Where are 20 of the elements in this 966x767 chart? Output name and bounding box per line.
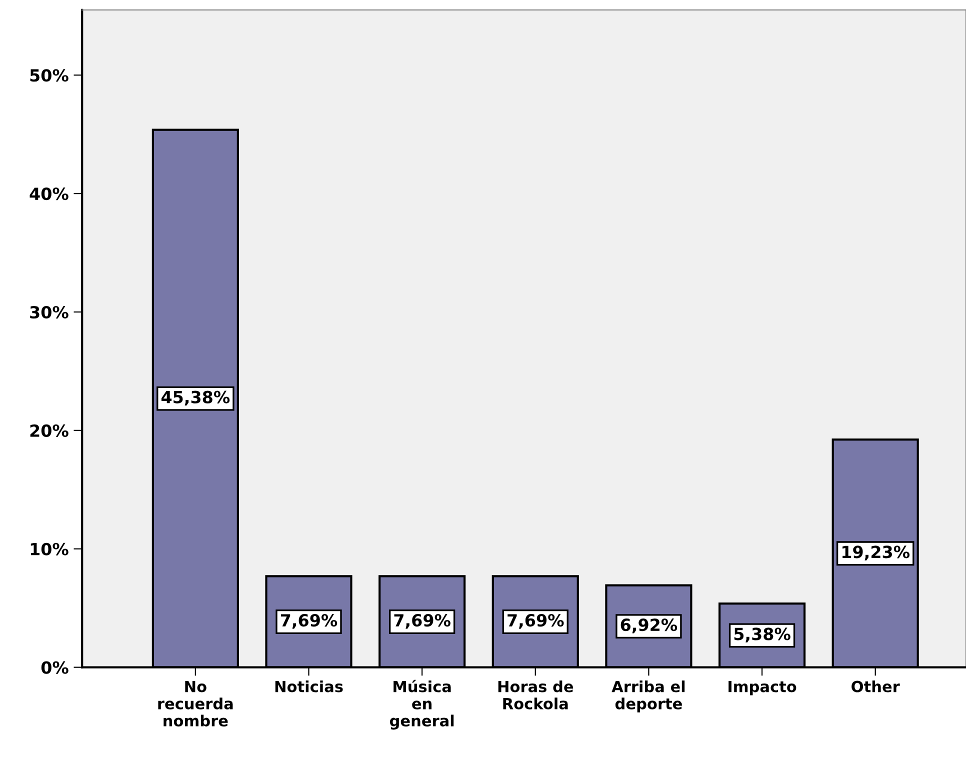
y-tick-label: 30% (30, 306, 68, 319)
y-tick-label: 40% (30, 188, 68, 200)
y-tick-label: 0% (41, 661, 68, 674)
data-label: 7,69% (394, 614, 450, 629)
y-tick-label: 50% (30, 69, 68, 82)
x-tick-label: Other (852, 680, 900, 692)
y-tick-label: 20% (30, 424, 68, 437)
y-tick-label: 10% (30, 542, 68, 556)
data-label: 7,69% (508, 614, 564, 629)
x-tick-label: Música en general (390, 680, 454, 730)
data-label: 7,69% (280, 614, 338, 629)
x-tick-label: Noticias (275, 680, 343, 692)
data-label: 5,38% (734, 628, 790, 642)
data-label: 6,92% (620, 618, 678, 634)
data-label: 45,38% (161, 390, 230, 406)
x-tick-label: Horas de Rockola (498, 680, 574, 710)
data-label: 19,23% (842, 546, 910, 560)
x-tick-label: Arriba el deporte (612, 680, 685, 712)
x-tick-label: Impacto (728, 680, 796, 696)
x-tick-label: No recuerda nombre (158, 680, 233, 727)
